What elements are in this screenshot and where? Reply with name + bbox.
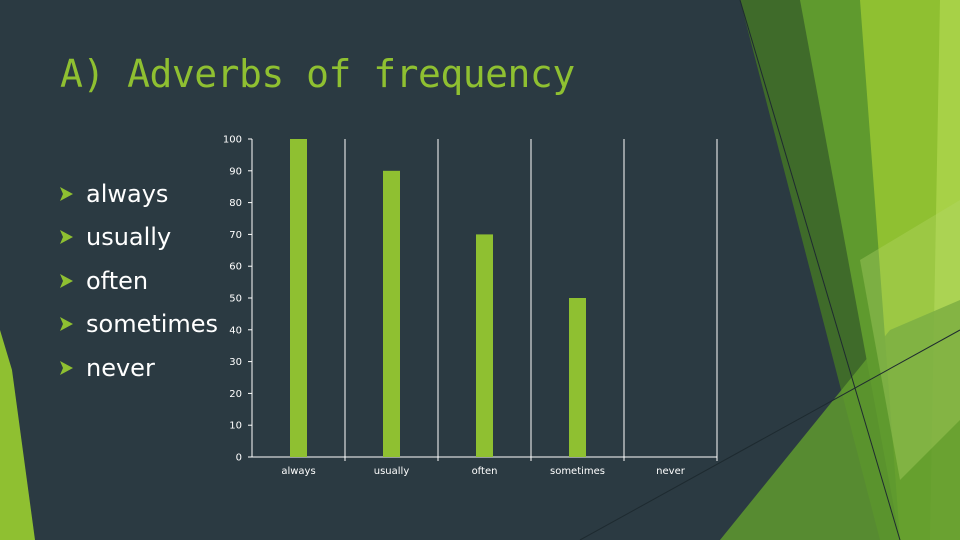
y-tick-label: 70 — [229, 230, 242, 241]
decor-shape-bottom-right — [720, 300, 960, 540]
bullet-label: usually — [86, 223, 172, 252]
y-tick-label: 90 — [229, 166, 242, 177]
bar — [290, 139, 307, 457]
bullet-label: never — [86, 353, 155, 382]
bullet-item: never — [58, 346, 218, 390]
decor-line-2 — [579, 329, 960, 540]
bar — [476, 234, 493, 457]
bullet-item: sometimes — [58, 303, 218, 347]
y-tick-label: 80 — [229, 198, 242, 209]
decor-shape-translucent — [860, 200, 960, 480]
y-tick-label: 0 — [236, 453, 242, 464]
bar — [383, 170, 400, 458]
bar — [569, 298, 586, 457]
x-tick-label: never — [656, 466, 686, 477]
bullet-item: often — [58, 259, 218, 303]
x-tick-label: usually — [374, 466, 410, 477]
y-tick-label: 10 — [229, 421, 242, 432]
x-tick-label: always — [281, 466, 315, 477]
y-tick-label: 60 — [229, 262, 242, 273]
slide-title: A) Adverbs of frequency — [60, 52, 575, 96]
arrow-bullet-icon — [60, 186, 73, 201]
arrow-bullet-icon — [60, 360, 73, 375]
bullet-label: always — [86, 179, 169, 208]
y-tick-label: 40 — [229, 325, 242, 336]
decor-line-1 — [739, 0, 901, 540]
arrow-bullet-icon — [60, 230, 73, 245]
arrow-bullet-icon — [60, 273, 73, 288]
y-tick-label: 50 — [229, 294, 242, 305]
bullet-list: always usually often sometimes never — [58, 172, 218, 390]
arrow-bullet-icon — [60, 317, 73, 332]
bullet-item: always — [58, 172, 218, 216]
x-tick-label: often — [472, 466, 498, 477]
y-tick-label: 30 — [229, 357, 242, 368]
bullet-item: usually — [58, 216, 218, 260]
decor-shape-left-edge — [0, 330, 35, 540]
y-tick-label: 20 — [229, 389, 242, 400]
x-tick-label: sometimes — [550, 466, 605, 477]
bullet-label: sometimes — [86, 310, 219, 339]
bullet-label: often — [86, 266, 149, 295]
y-tick-label: 100 — [223, 135, 242, 146]
